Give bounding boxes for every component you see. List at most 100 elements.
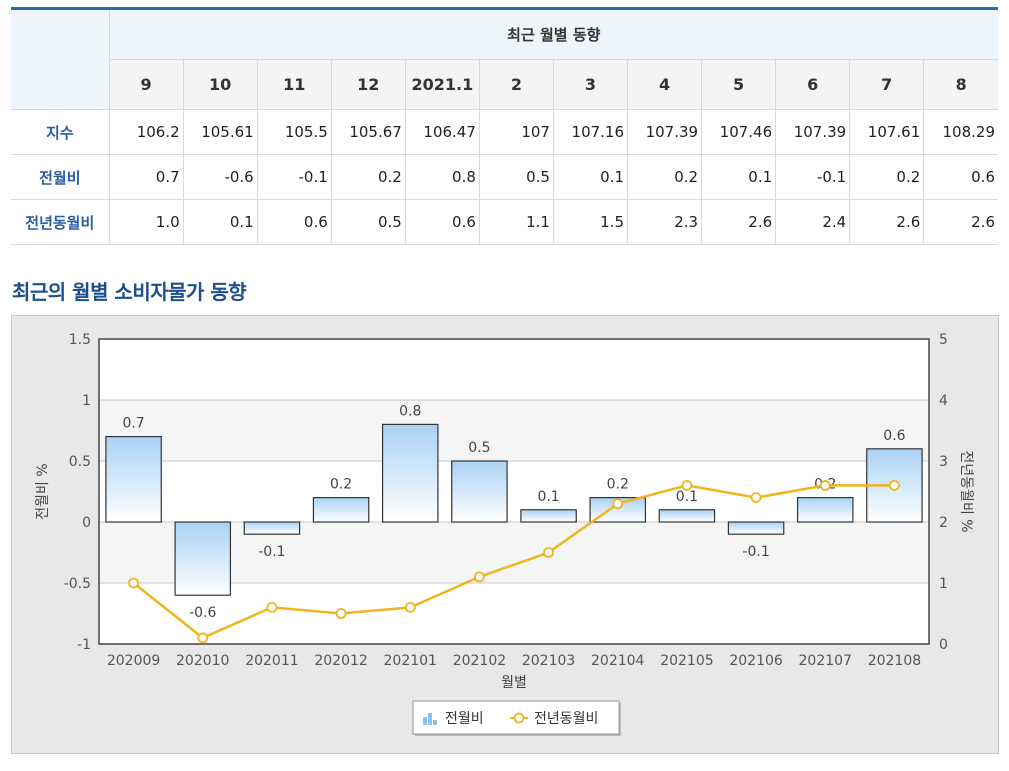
month-header: 7 [849, 59, 925, 110]
section-title: 최근의 월별 소비자물가 동향 [12, 280, 247, 304]
table-cell: 107.46 [701, 109, 777, 155]
table-row: 전월비 0.7 -0.6 -0.1 0.2 0.8 0.5 0.1 0.2 0.1 -0.1 0.2 0… [11, 154, 998, 200]
table-cell: 1.5 [552, 199, 629, 245]
table-corner [11, 8, 110, 110]
bar-value-label: 0.1 [676, 489, 698, 505]
table-cell: 0.7 [108, 154, 184, 200]
month-header: 3 [552, 59, 629, 110]
y-tick-label: 1 [82, 393, 91, 409]
month-header-row: 9 10 11 12 2021.1 2 3 4 5 6 7 8 [11, 59, 998, 110]
bar [451, 460, 508, 523]
legend-bar-icon [433, 720, 437, 725]
y-tick-label: 1.5 [69, 332, 91, 348]
x-tick-label: 202010 [176, 653, 229, 669]
y2-tick-label: 1 [939, 576, 948, 592]
table-cell: 107.61 [849, 109, 925, 155]
table-cell: 0.2 [627, 154, 703, 200]
table-cell: -0.1 [775, 154, 851, 200]
table-cell: 107 [478, 109, 554, 155]
x-axis-title: 월별 [501, 675, 527, 691]
y-axis-title: 전월비 % [35, 463, 51, 519]
line-point [128, 577, 139, 589]
bar-value-label: -0.6 [189, 605, 216, 621]
table-group-header: 최근 월별 동향 [108, 8, 998, 60]
bar [174, 521, 232, 596]
table-cell: 2.4 [775, 199, 851, 245]
x-tick-label: 202105 [660, 653, 713, 669]
bar-value-label: 0.2 [607, 477, 629, 493]
month-header: 8 [923, 59, 998, 110]
table-cell: 2.3 [627, 199, 703, 245]
line-point [750, 492, 762, 504]
row-label: 전월비 [11, 154, 110, 200]
table-cell: 105.67 [330, 109, 406, 155]
legend-label: 전월비 [445, 711, 484, 727]
table-cell: 0.5 [478, 154, 554, 200]
month-header: 9 [108, 59, 184, 110]
x-tick-label: 202011 [245, 653, 298, 669]
y-tick-label: -0.5 [64, 576, 91, 592]
month-header: 2 [478, 59, 554, 110]
line-point [197, 632, 209, 644]
line-point [474, 571, 485, 583]
bar-value-label: 0.2 [330, 477, 352, 493]
month-header: 6 [775, 59, 851, 110]
x-tick-label: 202107 [799, 653, 852, 669]
legend-marker-icon [513, 712, 525, 724]
table-cell: 107.39 [775, 109, 851, 155]
table-cell: -0.6 [182, 154, 258, 200]
table-row: 전년동월비 1.0 0.1 0.6 0.5 0.6 1.1 1.5 2.3 2.6 2.4 2.6 2.… [11, 199, 998, 245]
table-row: 지수 106.2 105.61 105.5 105.67 106.47 107 107.16 1… [11, 109, 998, 155]
chart-container: 1.5 1 0.5 0 -0.5 -1 5 4 3 2 1 0 202009 202010 202011 20… [11, 315, 999, 754]
table-cell: 0.5 [330, 199, 406, 245]
cpi-table: 최근 월별 동향 9 10 11 12 2021.1 2 3 4 5 6 7 8 지수 106.2 105… [11, 7, 998, 245]
bar-value-label: 0.5 [468, 440, 490, 456]
table-cell: 105.5 [256, 109, 332, 155]
cpi-chart: 1.5 1 0.5 0 -0.5 -1 5 4 3 2 1 0 202009 202010 202011 20… [35, 332, 974, 736]
row-label: 지수 [11, 109, 110, 155]
plot-band [99, 522, 929, 583]
table-cell: 1.1 [478, 199, 554, 245]
table-cell: 0.8 [404, 154, 480, 200]
line-point [404, 601, 416, 613]
table-cell: 1.0 [108, 199, 184, 245]
y2-tick-label: 5 [939, 332, 948, 348]
x-tick-label: 202104 [591, 653, 645, 669]
table-cell: 0.2 [330, 154, 406, 200]
month-header: 11 [256, 59, 332, 110]
table-cell: 107.16 [552, 109, 629, 155]
x-tick-label: 202106 [729, 653, 783, 669]
bar [381, 423, 439, 523]
x-tick-label: 202012 [314, 653, 367, 669]
table-cell: 108.29 [923, 109, 998, 155]
table-cell: 0.1 [552, 154, 629, 200]
bar [727, 521, 785, 535]
line-point [681, 479, 693, 491]
bar [520, 509, 577, 523]
y2-tick-label: 2 [939, 515, 948, 531]
table-cell: 107.39 [627, 109, 703, 155]
x-tick-label: 202101 [384, 653, 437, 669]
table-body: 지수 106.2 105.61 105.5 105.67 106.47 107 107.16 1… [11, 109, 998, 245]
table-cell: 0.6 [923, 154, 998, 200]
line-point [889, 479, 900, 491]
table-cell: 2.6 [849, 199, 925, 245]
table-cell: 0.1 [701, 154, 777, 200]
bar-value-label: 0.6 [883, 428, 905, 444]
table-cell: 2.6 [923, 199, 998, 245]
bar-value-label: 0.8 [399, 403, 421, 419]
table-cell: 0.6 [256, 199, 332, 245]
bar-value-label: 0.1 [537, 489, 559, 505]
y2-tick-label: 4 [939, 393, 948, 409]
plot-border [98, 338, 930, 645]
x-tick-label: 202102 [453, 653, 506, 669]
line-point [335, 608, 347, 619]
month-header: 2021.1 [404, 59, 480, 110]
y-tick-label: 0 [82, 515, 91, 531]
bar-value-label: 0.7 [122, 416, 144, 432]
month-header: 4 [627, 59, 703, 110]
plot-band [99, 400, 929, 461]
line-point [819, 479, 831, 491]
month-header: 5 [701, 59, 777, 110]
y-tick-label: 0.5 [69, 454, 91, 470]
